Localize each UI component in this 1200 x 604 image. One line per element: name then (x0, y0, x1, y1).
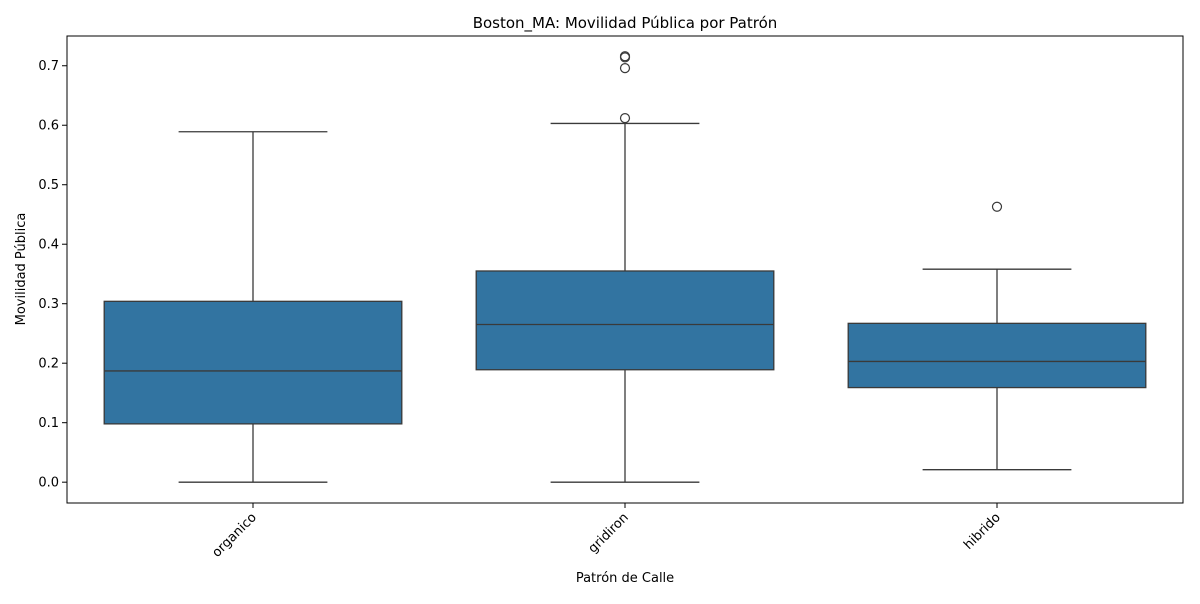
y-tick-label: 0.2 (38, 357, 59, 372)
chart-title: Boston_MA: Movilidad Pública por Patrón (473, 14, 778, 33)
x-tick-label-organico: organico (209, 510, 259, 560)
y-tick-label: 0.4 (38, 238, 59, 253)
y-tick-label: 0.5 (38, 178, 59, 193)
box-gridiron (475, 270, 775, 371)
plot-frame (66, 35, 1184, 504)
y-tick-label: 0.7 (38, 59, 59, 74)
x-tick-label-hibrido: hibrido (961, 510, 1004, 553)
y-tick-label: 0.0 (38, 476, 59, 491)
x-axis-label: Patrón de Calle (576, 571, 674, 586)
outlier-point (991, 201, 1003, 212)
outlier-point (619, 63, 631, 74)
box-organico (103, 300, 403, 425)
outlier-point (619, 51, 631, 62)
y-tick-label: 0.3 (38, 297, 59, 312)
x-tick-label-gridiron: gridiron (586, 510, 632, 556)
plot-area: 0.0 0.1 0.2 0.3 0.4 0.5 0.6 0.7 organico gridiron… (38, 51, 1147, 561)
y-axis-label: Movilidad Pública (14, 213, 29, 326)
outlier-point (619, 112, 631, 124)
box-hibrido (847, 322, 1147, 389)
y-tick-label: 0.1 (38, 416, 59, 431)
y-tick-label: 0.6 (38, 119, 59, 134)
